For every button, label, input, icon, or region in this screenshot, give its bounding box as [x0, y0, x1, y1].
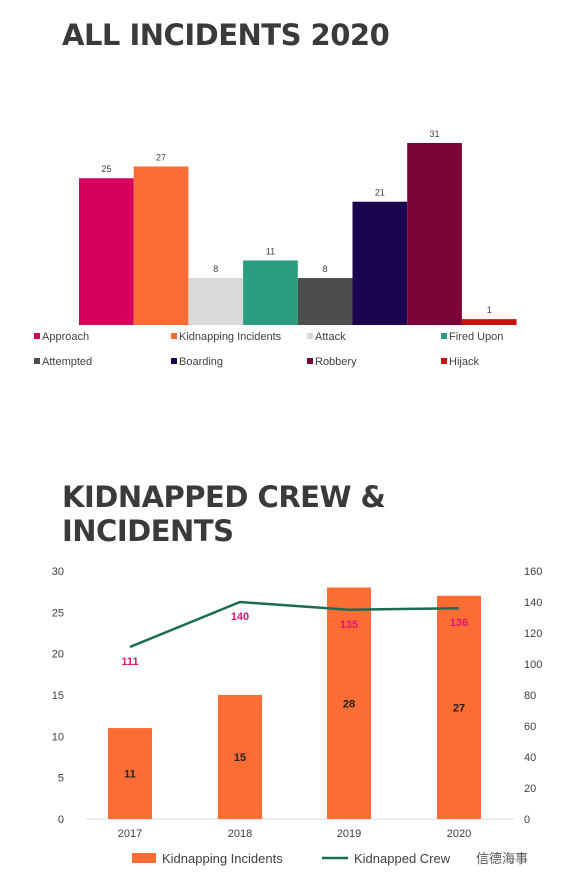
legend-swatch [171, 333, 177, 339]
bar-data-label: 11 [124, 769, 136, 781]
legend-label: Fired Upon [449, 331, 503, 343]
y-left-tick: 10 [52, 731, 64, 743]
bar-robbery [407, 143, 462, 325]
legend-swatch-bars [132, 853, 156, 863]
legend-swatch [34, 333, 40, 339]
legend-swatch [441, 333, 447, 339]
legend-label: Kidnapping Incidents [162, 851, 283, 866]
y-left-tick: 5 [58, 773, 64, 785]
bar-data-label: 15 [234, 752, 246, 764]
y-right-tick: 60 [524, 721, 536, 733]
bar-kidnapping-incidents [327, 587, 371, 819]
bar-kidnapping-incidents [133, 166, 189, 325]
chart2-title: KIDNAPPED CREW & INCIDENTS [62, 480, 386, 548]
x-tick: 2018 [228, 828, 252, 840]
legend-label: Hijack [449, 356, 479, 368]
legend-label: Robbery [315, 356, 357, 368]
bar-hijack [461, 319, 517, 325]
y-left-tick: 15 [52, 690, 64, 702]
legend-label: Boarding [179, 356, 223, 368]
y-right-tick: 120 [524, 628, 542, 640]
y-right-tick: 40 [524, 752, 536, 764]
y-right-tick: 20 [524, 783, 536, 795]
data-label: 25 [101, 164, 111, 174]
data-label: 31 [430, 129, 440, 139]
bar-kidnapping-incidents [108, 728, 152, 819]
y-right-tick: 140 [524, 597, 542, 609]
legend-swatch [441, 358, 447, 364]
y-left-tick: 30 [52, 566, 64, 578]
bar-fired-upon [243, 260, 298, 325]
y-left-tick: 20 [52, 649, 64, 661]
legend-label: Attempted [42, 356, 92, 368]
y-left-tick: 25 [52, 607, 64, 619]
legend-swatch [307, 333, 313, 339]
data-label: 8 [323, 264, 328, 274]
line-data-label: 136 [450, 617, 468, 629]
x-tick: 2017 [118, 828, 142, 840]
legend-label: Attack [315, 331, 346, 343]
y-right-tick: 0 [524, 814, 530, 826]
chart1-title: ALL INCIDENTS 2020 [62, 18, 390, 52]
data-label: 27 [156, 152, 166, 162]
y-right-tick: 100 [524, 659, 542, 671]
legend-swatch [34, 358, 40, 364]
x-tick: 2019 [337, 828, 361, 840]
x-tick: 2020 [447, 828, 471, 840]
data-label: 8 [213, 264, 218, 274]
legend-label: Approach [42, 331, 89, 343]
y-right-tick: 80 [524, 690, 536, 702]
y-right-tick: 160 [524, 566, 542, 578]
line-data-label: 111 [121, 656, 138, 668]
legend-swatch [307, 358, 313, 364]
legend-label: Kidnapping Incidents [179, 331, 282, 343]
bar-attack [188, 278, 244, 325]
bar-approach [79, 178, 134, 325]
data-label: 11 [266, 246, 275, 256]
line-data-label: 135 [340, 619, 358, 631]
bar-data-label: 27 [453, 702, 465, 714]
bar-boarding [352, 201, 408, 325]
bar-data-label: 28 [343, 698, 355, 710]
legend-label: Kidnapped Crew [354, 851, 451, 866]
all-incidents-chart: 25 27 8 11 8 21 31 1 Approach Kidnapping Incident… [34, 129, 517, 368]
watermark: 信德海事 [474, 848, 531, 867]
line-data-label: 140 [231, 611, 249, 623]
bar-attempted [297, 278, 353, 325]
y-left-tick: 0 [58, 814, 64, 826]
line-kidnapped-crew [129, 600, 460, 649]
bar-kidnapping-incidents [437, 595, 481, 819]
data-label: 1 [487, 305, 492, 315]
data-label: 21 [375, 188, 385, 198]
legend-swatch [171, 358, 177, 364]
bar-kidnapping-incidents [218, 695, 262, 819]
